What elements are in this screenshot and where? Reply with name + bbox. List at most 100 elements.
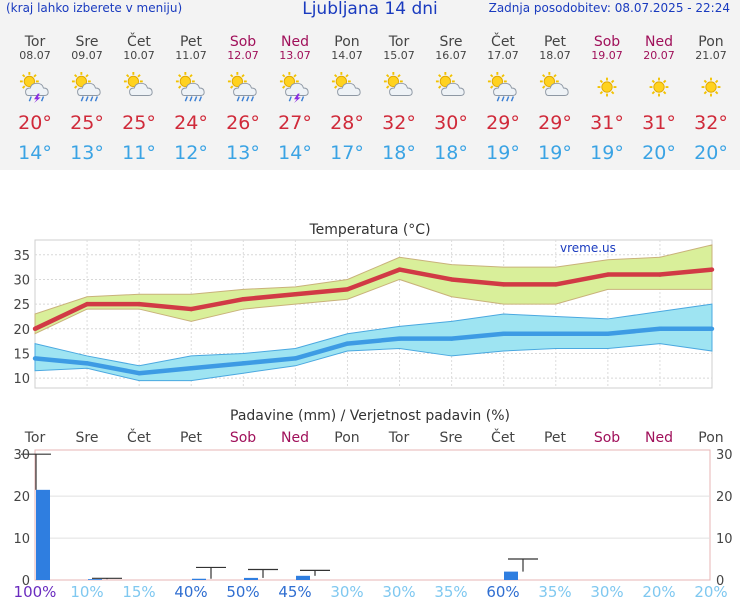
probability-label: 30% <box>382 583 415 600</box>
category-label: Sre <box>76 430 99 446</box>
temp-point <box>84 301 90 307</box>
day-date: 16.07 <box>435 49 467 62</box>
temp-point <box>397 336 402 341</box>
min-temperature: 19° <box>590 142 624 164</box>
error-bar <box>508 558 538 572</box>
max-temperature: 25° <box>70 112 104 134</box>
temp-point <box>345 341 350 346</box>
temp-point <box>293 292 298 297</box>
day-name: Pon <box>334 34 360 50</box>
sun-cloud-icon <box>539 72 569 96</box>
day-name: Sob <box>593 34 621 50</box>
temp-point <box>241 297 246 302</box>
min-temperature: 13° <box>226 142 260 164</box>
sun-shape <box>227 72 247 91</box>
max-temperature: 30° <box>434 112 468 134</box>
day-name: Čet <box>491 34 515 50</box>
day-date: 10.07 <box>123 49 155 62</box>
precipitation-bar <box>36 489 50 580</box>
last-update: Zadnja posodobitev: 08.07.2025 - 22:24 <box>488 1 730 15</box>
temp-point <box>241 361 246 366</box>
day-date: 12.07 <box>227 49 259 62</box>
day-date: 17.07 <box>487 49 519 62</box>
error-bar <box>196 566 226 579</box>
probability-label: 60% <box>486 583 519 600</box>
y-tick-label-right: 30 <box>716 448 733 463</box>
max-temperature: 20° <box>18 112 52 134</box>
category-label: Tor <box>24 430 46 446</box>
sun-shape <box>597 77 617 97</box>
plot-frame <box>34 449 711 581</box>
temp-point <box>657 326 663 331</box>
error-bar <box>248 568 278 578</box>
y-tick-label: 0 <box>22 574 30 589</box>
sun-cloud-thunder-icon <box>279 72 309 104</box>
temp-point <box>709 267 715 272</box>
temp-point <box>449 277 454 282</box>
error-bar <box>92 577 122 580</box>
y-tick-label: 30 <box>13 448 30 463</box>
day-name: Pet <box>179 34 203 50</box>
precipitation-bar <box>192 578 206 580</box>
category-label: Sob <box>594 430 620 446</box>
probability-label: 15% <box>122 583 155 600</box>
sun-shape <box>279 72 299 91</box>
precipitation-chart: Padavine (mm) / Verjetnost padavin (%) T… <box>13 408 733 600</box>
max-temperature: 32° <box>382 112 416 134</box>
min-temperature: 19° <box>538 142 572 164</box>
max-temperature: 27° <box>278 112 312 134</box>
probability-label: 30% <box>330 583 363 600</box>
max-temperature: 25° <box>122 112 156 134</box>
sun-shape <box>19 72 39 91</box>
temp-point <box>605 331 611 336</box>
category-label: Tor <box>388 430 410 446</box>
category-label: Ned <box>645 430 673 446</box>
min-temperature: 14° <box>278 142 312 164</box>
y-tick-label: 10 <box>13 372 30 387</box>
sun-icon <box>701 77 721 97</box>
temp-point <box>501 282 506 287</box>
day-name: Pet <box>543 34 567 50</box>
temp-point <box>501 331 506 336</box>
temp-point <box>189 306 194 312</box>
temp-point <box>397 267 402 272</box>
precipitation-bar <box>244 577 258 580</box>
y-tick-label-right: 10 <box>716 532 733 547</box>
category-label: Čet <box>491 428 515 446</box>
max-temperature: 31° <box>642 112 676 134</box>
min-temperature: 17° <box>330 142 364 164</box>
day-name: Sob <box>229 34 257 50</box>
day-date: 21.07 <box>695 49 727 62</box>
sun-shape <box>701 77 721 97</box>
day-name: Pon <box>698 34 724 50</box>
sun-icon <box>597 77 617 97</box>
sun-shape <box>649 77 669 97</box>
temp-point <box>449 336 454 341</box>
sun-cloud-rain-icon <box>71 72 101 102</box>
day-date: 15.07 <box>383 49 415 62</box>
temp-point <box>136 301 142 307</box>
probability-label: 20% <box>642 583 675 600</box>
day-date: 18.07 <box>539 49 571 62</box>
location-hint[interactable]: (kraj lahko izberete v meniju) <box>6 1 183 15</box>
max-temperature: 29° <box>538 112 572 134</box>
temp-point <box>657 272 663 277</box>
sun-cloud-rain-icon <box>175 72 205 102</box>
y-tick-label: 25 <box>13 298 30 313</box>
y-tick-label-right: 0 <box>716 574 724 589</box>
temp-point <box>293 356 298 361</box>
min-temperature: 20° <box>694 142 728 164</box>
forecast-header-panel: (kraj lahko izberete v meniju) Ljubljana… <box>0 0 740 170</box>
day-date: 08.07 <box>19 49 51 62</box>
category-label: Ned <box>281 430 309 446</box>
temp-point <box>709 326 715 331</box>
temperature-chart-title: Temperatura (°C) <box>308 222 430 238</box>
day-date: 11.07 <box>175 49 207 62</box>
sun-icon <box>649 77 669 97</box>
day-name: Tor <box>388 34 410 50</box>
temp-point <box>189 366 194 371</box>
day-name: Ned <box>281 34 309 50</box>
sun-cloud-rain-icon <box>227 72 257 102</box>
temp-point <box>136 371 142 376</box>
sun-cloud-icon <box>331 72 361 96</box>
